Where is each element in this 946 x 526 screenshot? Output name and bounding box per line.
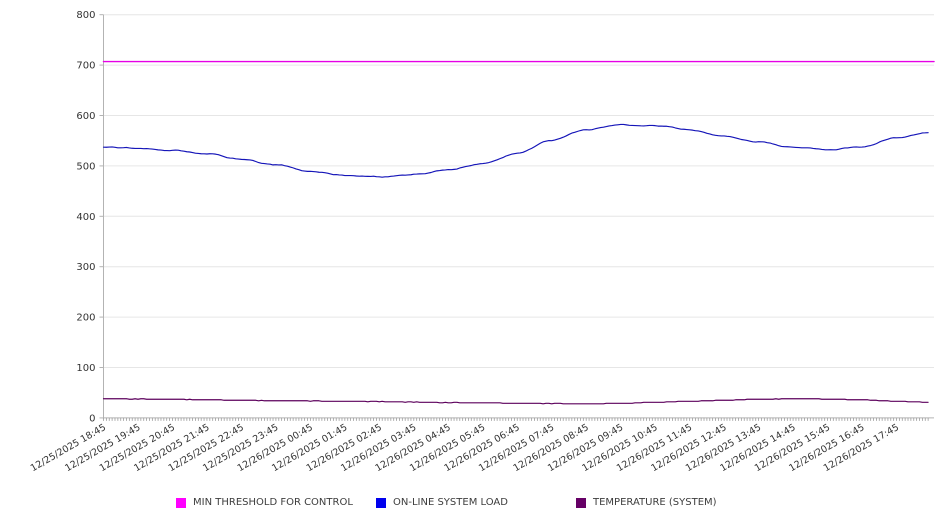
y-axis-tick-label: 100 bbox=[76, 363, 95, 374]
system-load-swatch-icon bbox=[376, 497, 386, 508]
x-minor-ticks bbox=[103, 417, 929, 421]
y-axis-tick-label: 0 bbox=[89, 413, 95, 424]
y-axis-tick-label: 200 bbox=[76, 313, 95, 324]
legend-item-system-load: ON-LINE SYSTEM LOAD bbox=[376, 497, 576, 508]
temperature-line bbox=[102, 398, 929, 405]
legend-label: ON-LINE SYSTEM LOAD bbox=[393, 497, 508, 508]
chart-legend: MIN THRESHOLD FOR CONTROL ON-LINE SYSTEM… bbox=[176, 497, 776, 508]
y-axis-tick-label: 600 bbox=[76, 111, 95, 122]
y-axis-tick-label: 500 bbox=[76, 161, 95, 172]
legend-label: TEMPERATURE (SYSTEM) bbox=[593, 497, 717, 508]
temperature-swatch-icon bbox=[576, 497, 586, 508]
y-axis-tick-label: 400 bbox=[76, 212, 95, 223]
system-load-line bbox=[102, 123, 929, 178]
min-threshold-swatch-icon bbox=[176, 497, 186, 508]
legend-item-temperature: TEMPERATURE (SYSTEM) bbox=[576, 497, 776, 508]
y-axis-tick-label: 300 bbox=[76, 262, 95, 273]
y-axis-tick-label: 700 bbox=[76, 61, 95, 72]
legend-item-min-threshold: MIN THRESHOLD FOR CONTROL bbox=[176, 497, 376, 508]
legend-label: MIN THRESHOLD FOR CONTROL bbox=[193, 497, 353, 508]
y-axis-tick-label: 800 bbox=[76, 10, 95, 21]
